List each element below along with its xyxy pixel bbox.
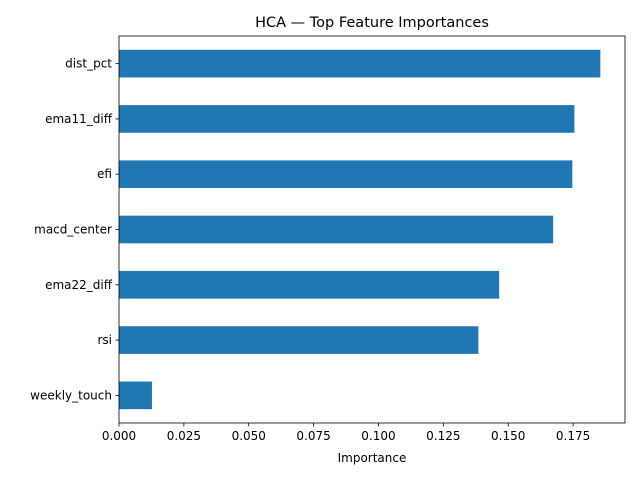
y-tick-label: weekly_touch bbox=[30, 388, 112, 402]
x-tick-label: 0.125 bbox=[426, 429, 460, 443]
y-tick-label: ema22_diff bbox=[45, 278, 113, 292]
bar-ema11-diff bbox=[119, 105, 575, 133]
x-tick-label: 0.150 bbox=[491, 429, 525, 443]
x-axis-ticks: 0.000 0.025 0.050 0.075 0.100 0.125 0.150 0.175 bbox=[102, 423, 590, 443]
x-tick-label: 0.000 bbox=[102, 429, 136, 443]
x-tick-label: 0.050 bbox=[232, 429, 266, 443]
chart-title: HCA — Top Feature Importances bbox=[255, 15, 489, 31]
y-tick-label: dist_pct bbox=[65, 57, 112, 71]
y-tick-label: efi bbox=[97, 167, 112, 181]
x-tick-label: 0.075 bbox=[296, 429, 330, 443]
x-tick-label: 0.100 bbox=[361, 429, 395, 443]
y-tick-label: macd_center bbox=[34, 223, 112, 237]
axes-spines bbox=[118, 35, 626, 424]
bar-dist-pct bbox=[119, 49, 601, 78]
y-tick-label: ema11_diff bbox=[45, 112, 113, 126]
bar-ema22-diff bbox=[119, 270, 500, 299]
y-tick-label: rsi bbox=[97, 333, 112, 347]
bar-macd-center bbox=[119, 215, 554, 244]
bar-efi bbox=[119, 160, 573, 189]
x-tick-label: 0.175 bbox=[556, 429, 590, 443]
bars-group bbox=[119, 49, 601, 410]
x-tick-label: 0.025 bbox=[167, 429, 201, 443]
bar-weekly-touch bbox=[119, 381, 152, 410]
bar-rsi bbox=[119, 326, 479, 354]
axes-frame bbox=[118, 35, 626, 424]
x-axis-label: Importance bbox=[338, 451, 407, 465]
